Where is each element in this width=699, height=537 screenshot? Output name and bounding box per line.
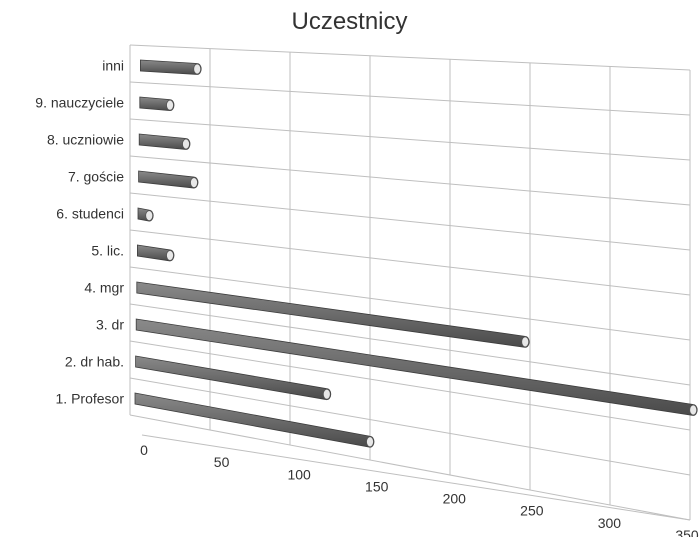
gridline-horizontal bbox=[129, 340, 691, 431]
bar-cap-5. lic. bbox=[166, 250, 174, 261]
gridline-horizontal bbox=[129, 192, 691, 251]
bar-cap-2. dr hab. bbox=[322, 388, 331, 400]
x-tick-label: 300 bbox=[598, 515, 622, 531]
category-label: 5. lic. bbox=[91, 243, 124, 259]
bar-cap-inni bbox=[193, 63, 202, 75]
bar-cap-3. dr bbox=[689, 404, 698, 416]
category-labels: 1. Profesor 2. dr hab. 3. dr 4. mgr 5. lic. 6… bbox=[35, 58, 124, 407]
category-label: 6. studenci bbox=[56, 206, 124, 222]
chart-grid bbox=[129, 44, 691, 521]
gridline-horizontal bbox=[129, 118, 691, 161]
chart-title: Uczestnicy bbox=[291, 8, 408, 35]
bar-inni bbox=[140, 59, 202, 75]
gridline-horizontal bbox=[129, 377, 691, 476]
bar-1. Profesor bbox=[134, 392, 375, 448]
gridline-horizontal bbox=[129, 414, 691, 521]
bar-9. nauczyciele bbox=[139, 96, 175, 112]
x-tick-label: 250 bbox=[520, 503, 544, 519]
x-tick-label: 100 bbox=[287, 466, 311, 482]
bar-cap-4. mgr bbox=[521, 336, 530, 348]
chart-bars bbox=[134, 59, 698, 448]
bar-cap-9. nauczyciele bbox=[166, 99, 174, 111]
category-label: 2. dr hab. bbox=[65, 354, 124, 370]
gridline-horizontal bbox=[129, 155, 691, 206]
gridline-horizontal bbox=[129, 303, 691, 386]
category-label: 7. goście bbox=[68, 169, 124, 185]
category-label: 1. Profesor bbox=[56, 391, 125, 407]
bar-cap-6. studenci bbox=[145, 210, 154, 221]
category-label: inni bbox=[102, 58, 124, 74]
bar-7. goście bbox=[138, 170, 199, 189]
x-tick-label: 350 bbox=[675, 527, 699, 537]
x-tick-label: 0 bbox=[140, 442, 148, 458]
tick-labels: 0 50 100 150 200 250 300 350 bbox=[140, 442, 699, 537]
gridline-horizontal bbox=[129, 81, 691, 116]
bar-5. lic. bbox=[137, 244, 175, 262]
bar-8. uczniowie bbox=[138, 133, 191, 150]
bar-cap-1. Profesor bbox=[366, 436, 374, 448]
category-label: 3. dr bbox=[96, 317, 124, 333]
category-label: 8. uczniowie bbox=[47, 132, 124, 148]
gridline-horizontal bbox=[129, 229, 691, 296]
x-tick-label: 50 bbox=[214, 454, 230, 470]
bar-cap-7. goście bbox=[190, 177, 198, 188]
bar-4. mgr bbox=[136, 281, 530, 348]
category-label: 4. mgr bbox=[84, 280, 124, 296]
x-tick-label: 200 bbox=[443, 491, 467, 507]
x-tick-label: 150 bbox=[365, 478, 389, 494]
category-label: 9. nauczyciele bbox=[35, 95, 124, 111]
chart-floor-line bbox=[141, 434, 691, 521]
bar-3. dr bbox=[135, 318, 698, 416]
gridline-horizontal bbox=[129, 266, 691, 341]
bar-2. dr hab. bbox=[135, 355, 332, 401]
gridline-horizontal bbox=[129, 44, 691, 71]
bar-cap-8. uczniowie bbox=[182, 138, 190, 150]
